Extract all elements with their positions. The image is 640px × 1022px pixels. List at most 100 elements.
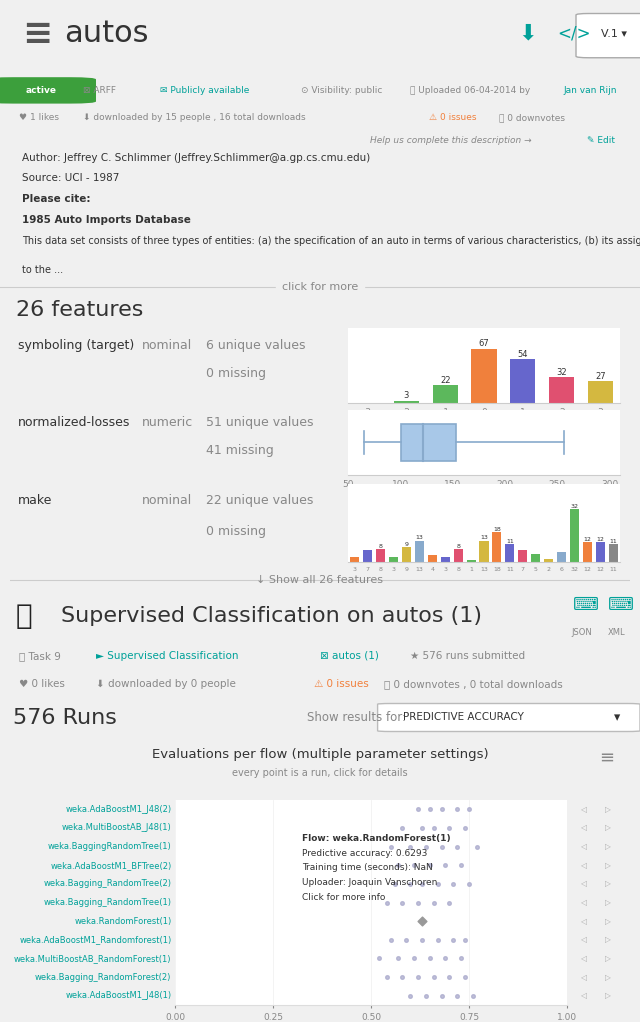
Point xyxy=(444,894,454,911)
Point xyxy=(468,987,478,1004)
Text: 576 Runs: 576 Runs xyxy=(13,707,116,728)
Point xyxy=(452,987,462,1004)
Text: ⬇ downloaded by 15 people , 16 total downloads: ⬇ downloaded by 15 people , 16 total dow… xyxy=(83,113,306,123)
Text: ⌨: ⌨ xyxy=(608,596,634,614)
Text: weka.Bagging_RandomForest(2): weka.Bagging_RandomForest(2) xyxy=(35,973,172,981)
Point xyxy=(417,932,427,948)
Point xyxy=(436,987,447,1004)
Text: ≡: ≡ xyxy=(600,748,614,766)
Text: weka.Bagging_RandomTree(2): weka.Bagging_RandomTree(2) xyxy=(44,879,172,888)
Text: Supervised Classification on autos (1): Supervised Classification on autos (1) xyxy=(61,606,482,625)
Text: 67: 67 xyxy=(479,339,490,349)
Text: ► Supervised Classification: ► Supervised Classification xyxy=(96,651,239,661)
Text: 🔒 Uploaded 06-04-2014 by: 🔒 Uploaded 06-04-2014 by xyxy=(410,86,530,95)
Text: click for more: click for more xyxy=(282,282,358,292)
Point xyxy=(413,894,423,911)
Text: Training time (seconds): NaN: Training time (seconds): NaN xyxy=(301,864,433,873)
Point xyxy=(413,969,423,985)
Text: 32: 32 xyxy=(556,368,567,377)
Text: ◁: ◁ xyxy=(581,879,587,888)
Point xyxy=(381,969,392,985)
Text: 1985 Auto Imports Database: 1985 Auto Imports Database xyxy=(22,215,191,225)
Bar xyxy=(376,549,385,562)
Text: 👎 0 downvotes , 0 total downloads: 👎 0 downvotes , 0 total downloads xyxy=(384,679,563,689)
Bar xyxy=(510,359,536,403)
Text: every point is a run, click for details: every point is a run, click for details xyxy=(232,768,408,778)
Bar xyxy=(570,509,579,562)
Text: ⊠ ARFF: ⊠ ARFF xyxy=(83,86,116,95)
Point xyxy=(385,932,396,948)
Text: ✎ Edit: ✎ Edit xyxy=(587,137,614,145)
Text: weka.Bagging_RandomTree(1): weka.Bagging_RandomTree(1) xyxy=(44,898,172,907)
Point xyxy=(452,838,462,854)
Text: ★ 576 runs submitted: ★ 576 runs submitted xyxy=(410,651,525,661)
Point xyxy=(405,876,415,892)
Text: autos: autos xyxy=(64,19,148,48)
FancyBboxPatch shape xyxy=(378,703,640,732)
Point xyxy=(460,820,470,836)
Text: 9: 9 xyxy=(404,542,408,547)
Text: 12: 12 xyxy=(596,538,605,542)
Text: 18: 18 xyxy=(493,527,501,532)
Point xyxy=(417,876,427,892)
Point xyxy=(436,801,447,818)
Point xyxy=(429,820,439,836)
Text: Uploader: Joaquin Vanschoren: Uploader: Joaquin Vanschoren xyxy=(301,878,437,887)
Text: 13: 13 xyxy=(480,536,488,541)
Bar xyxy=(583,543,592,562)
Text: 8: 8 xyxy=(456,544,460,549)
Point xyxy=(401,932,412,948)
Text: ⌨: ⌨ xyxy=(573,596,599,614)
Point xyxy=(440,950,451,967)
Text: ▷: ▷ xyxy=(605,973,611,981)
Bar xyxy=(415,541,424,562)
Text: </>: </> xyxy=(557,25,591,43)
Bar xyxy=(609,544,618,562)
Point xyxy=(425,950,435,967)
Text: Evaluations per flow (multiple parameter settings): Evaluations per flow (multiple parameter… xyxy=(152,748,488,761)
Text: Flow: weka.RandomForest(1): Flow: weka.RandomForest(1) xyxy=(301,834,451,843)
Text: ⚠ 0 issues: ⚠ 0 issues xyxy=(429,113,476,123)
Point xyxy=(374,950,384,967)
Text: ▷: ▷ xyxy=(605,917,611,926)
Point xyxy=(464,801,474,818)
Point xyxy=(436,838,447,854)
Bar xyxy=(596,543,605,562)
Text: ⚠ 0 issues: ⚠ 0 issues xyxy=(314,679,369,689)
Bar xyxy=(389,557,398,562)
Text: ▷: ▷ xyxy=(605,991,611,1001)
Point xyxy=(429,969,439,985)
Point xyxy=(394,950,404,967)
Point xyxy=(472,838,482,854)
Text: weka.AdaBoostM1_BFTree(2): weka.AdaBoostM1_BFTree(2) xyxy=(50,861,172,870)
Text: Show results for:: Show results for: xyxy=(307,711,406,724)
Bar xyxy=(350,557,359,562)
Point xyxy=(417,913,427,929)
Bar xyxy=(454,549,463,562)
Bar xyxy=(506,544,515,562)
Bar xyxy=(467,560,476,562)
Point xyxy=(425,857,435,874)
Text: JSON: JSON xyxy=(572,628,592,637)
Point xyxy=(413,801,423,818)
Bar xyxy=(557,552,566,562)
Bar xyxy=(401,424,456,461)
Text: 54: 54 xyxy=(518,350,528,359)
Point xyxy=(397,820,408,836)
Bar xyxy=(544,559,554,562)
Point xyxy=(409,950,419,967)
Text: ◁: ◁ xyxy=(581,991,587,1001)
Text: 6 unique values: 6 unique values xyxy=(206,339,305,353)
Text: Click for more info: Click for more info xyxy=(301,893,385,902)
Point xyxy=(420,987,431,1004)
Point xyxy=(456,950,467,967)
Text: symboling (target): symboling (target) xyxy=(19,339,134,353)
Text: ◁: ◁ xyxy=(581,824,587,833)
Point xyxy=(456,857,467,874)
Point xyxy=(417,820,427,836)
Text: weka.MultiBoostAB_RandomForest(1): weka.MultiBoostAB_RandomForest(1) xyxy=(14,954,172,963)
Text: 12: 12 xyxy=(584,538,591,542)
Text: ◁: ◁ xyxy=(581,898,587,907)
Point xyxy=(397,894,408,911)
Text: 41 missing: 41 missing xyxy=(206,444,274,457)
